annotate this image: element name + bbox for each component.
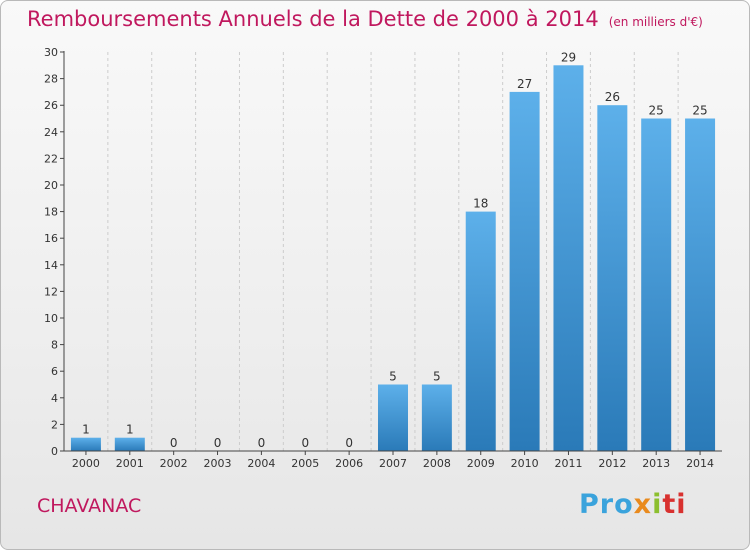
y-tick-label: 4: [51, 392, 58, 405]
bar-2001: [114, 437, 145, 451]
x-tick-label-2010: 2010: [511, 457, 539, 470]
x-tick-label-2013: 2013: [642, 457, 670, 470]
data-label-2002: 0: [170, 436, 178, 450]
x-tick-label-2003: 2003: [204, 457, 232, 470]
bar-2014: [685, 118, 716, 451]
data-label-2012: 26: [605, 90, 620, 104]
bar-2012: [597, 105, 628, 451]
bar-2013: [641, 118, 672, 451]
x-tick-label-2007: 2007: [379, 457, 407, 470]
grid-lines: [107, 52, 679, 451]
data-label-2005: 0: [301, 436, 309, 450]
x-tick-label-2000: 2000: [72, 457, 100, 470]
x-tick-label-2005: 2005: [291, 457, 319, 470]
logo-part-1: Pro: [579, 489, 634, 520]
x-tick-label-2012: 2012: [598, 457, 626, 470]
chart-title-text: Remboursements Annuels de la Dette de 20…: [27, 7, 599, 31]
data-label-2009: 18: [473, 197, 488, 211]
y-tick-label: 24: [44, 126, 58, 139]
y-tick-label: 0: [51, 445, 58, 458]
data-label-2004: 0: [258, 436, 266, 450]
bar-2010: [509, 91, 540, 452]
y-tick-label: 8: [51, 339, 58, 352]
y-tick-label: 14: [44, 259, 58, 272]
bar-2000: [70, 437, 101, 451]
x-tick-label-2014: 2014: [686, 457, 714, 470]
logo-part-3: i: [652, 489, 663, 520]
y-tick-label: 26: [44, 99, 58, 112]
labels: 0246810121416182022242628301200012001020…: [44, 46, 714, 470]
y-tick-label: 10: [44, 312, 58, 325]
data-label-2014: 25: [692, 104, 707, 118]
bar-2008: [421, 384, 452, 451]
bar-2009: [465, 211, 496, 451]
x-tick-label-2009: 2009: [467, 457, 495, 470]
data-label-2001: 1: [126, 423, 134, 437]
x-tick-label-2008: 2008: [423, 457, 451, 470]
logo-part-2: x: [633, 489, 653, 520]
y-tick-label: 6: [51, 365, 58, 378]
x-tick-label-2006: 2006: [335, 457, 363, 470]
proxiti-logo: Proxiti: [579, 489, 687, 520]
data-label-2010: 27: [517, 77, 532, 91]
y-tick-label: 2: [51, 418, 58, 431]
x-tick-label-2004: 2004: [247, 457, 275, 470]
bars: [70, 65, 716, 452]
x-tick-label-2001: 2001: [116, 457, 144, 470]
data-label-2006: 0: [345, 436, 353, 450]
x-tick-label-2011: 2011: [554, 457, 582, 470]
data-label-2011: 29: [561, 50, 576, 64]
bar-2011: [553, 65, 584, 452]
data-label-2008: 5: [433, 370, 441, 384]
town-name: CHAVANAC: [37, 495, 142, 517]
data-label-2000: 1: [82, 423, 90, 437]
x-tick-label-2002: 2002: [160, 457, 188, 470]
y-tick-label: 12: [44, 285, 58, 298]
chart-unit-note: (en milliers d'€): [608, 15, 703, 29]
y-tick-label: 20: [44, 179, 58, 192]
y-tick-label: 30: [44, 46, 58, 59]
y-tick-label: 18: [44, 206, 58, 219]
y-tick-label: 28: [44, 73, 58, 86]
logo-part-4: ti: [662, 489, 687, 520]
data-label-2007: 5: [389, 370, 397, 384]
bar-2007: [378, 384, 408, 451]
data-label-2013: 25: [649, 104, 664, 118]
y-tick-label: 16: [44, 232, 58, 245]
data-label-2003: 0: [214, 436, 222, 450]
chart-title: Remboursements Annuels de la Dette de 20…: [27, 7, 703, 31]
y-tick-label: 22: [44, 152, 58, 165]
axes: [60, 51, 722, 455]
